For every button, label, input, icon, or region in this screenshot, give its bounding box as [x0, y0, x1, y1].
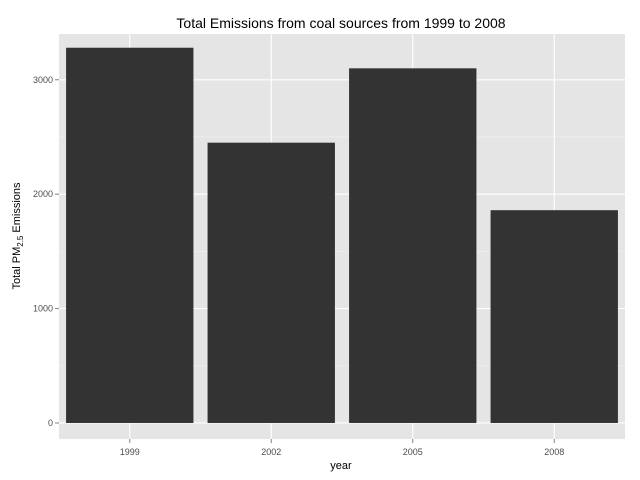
x-tick-label: 2002: [261, 447, 281, 457]
y-axis-title-subscript: 2.5: [16, 235, 25, 247]
y-axis-title: Total PM2.5 Emissions: [11, 182, 25, 290]
bar-2008: [490, 210, 618, 423]
y-tick-label: 2000: [33, 189, 53, 199]
bar-1999: [66, 47, 194, 423]
x-axis-ticks: 1999 2002 2005 2008: [120, 439, 564, 457]
bar-2005: [349, 68, 477, 423]
x-tick-label: 1999: [120, 447, 140, 457]
x-tick-label: 2005: [403, 447, 423, 457]
chart-title: Total Emissions from coal sources from 1…: [176, 15, 505, 31]
y-tick-label: 3000: [33, 75, 53, 85]
bar-2002: [207, 142, 335, 423]
y-axis-title-suffix: Emissions: [11, 182, 23, 236]
y-axis-title-prefix: Total PM: [11, 247, 23, 290]
x-tick-label: 2008: [544, 447, 564, 457]
y-axis-ticks: 0 1000 2000 3000: [33, 75, 59, 428]
y-tick-label: 1000: [33, 304, 53, 314]
x-axis-title: year: [330, 460, 352, 472]
y-tick-label: 0: [48, 418, 53, 428]
bars: [66, 47, 618, 423]
